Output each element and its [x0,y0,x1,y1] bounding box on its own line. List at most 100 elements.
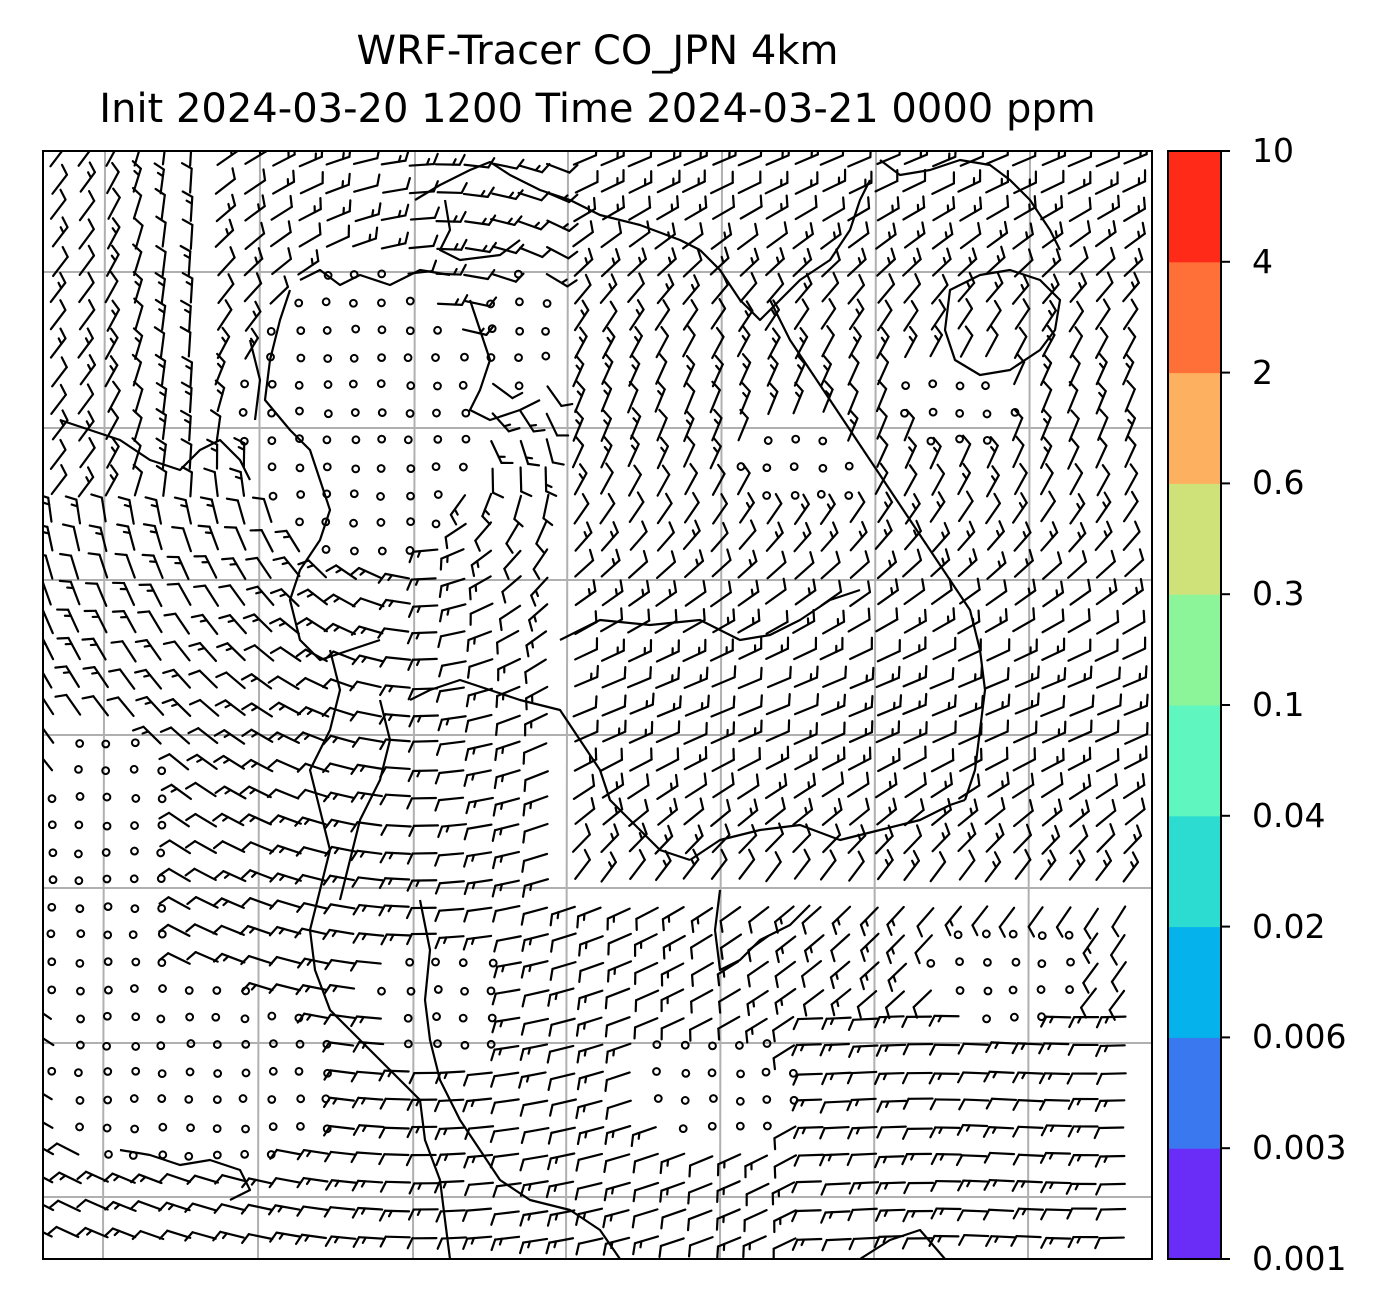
wind-barb [435,1209,466,1223]
calm-wind-marker [296,1121,305,1131]
wind-barb [655,720,681,744]
wind-barb [602,300,618,333]
wind-barb [930,1179,962,1193]
wind-barb [463,268,496,281]
colorbar-segment [1168,261,1221,374]
wind-barb [737,608,761,634]
wind-barb [240,673,273,690]
wind-barb [1040,169,1065,194]
calm-wind-marker [266,326,276,336]
wind-barb [765,692,791,716]
calm-wind-marker [47,794,57,804]
wind-barb [153,326,166,359]
wind-barb [1067,437,1080,470]
wind-barb [876,435,889,468]
wind-barb [739,382,751,415]
wind-barb [571,435,585,469]
wind-barb [1041,637,1066,661]
wind-barb [792,797,814,826]
wind-barb [249,529,274,553]
wind-barb [188,669,218,689]
wind-barb [43,636,55,661]
wind-barb [711,408,723,442]
wind-barb [1041,747,1065,773]
wind-barb [134,639,162,661]
wind-barb [820,1210,851,1224]
calm-wind-marker [47,1066,57,1076]
calm-wind-marker [377,353,386,363]
wind-barb [1122,298,1139,331]
wind-barb [958,1234,990,1246]
wind-barb [1012,1207,1045,1220]
wind-barb [56,608,80,633]
wind-barb [444,522,467,550]
wind-barb [958,722,983,746]
coastline-segment [418,899,621,1259]
calm-wind-marker [351,464,361,474]
wind-barb [574,796,596,825]
wind-barb [1082,932,1099,964]
calm-wind-marker [736,1069,745,1079]
wind-barb [106,436,120,469]
calm-wind-marker [131,794,141,803]
wind-barb [931,171,956,195]
calm-wind-marker [406,491,415,501]
calm-wind-marker [1066,957,1075,967]
wind-barb [408,180,439,195]
calm-wind-marker [295,517,304,527]
wind-barb [746,960,769,988]
wind-barb [738,300,754,333]
wind-barb [349,960,382,972]
wind-barb [1122,851,1140,883]
wind-barb [1069,799,1090,828]
wind-barb [111,610,137,634]
wind-barb [1094,1236,1125,1250]
wind-barb [902,548,923,578]
wind-barb [1095,1182,1126,1196]
calm-wind-marker [1064,930,1074,940]
wind-barb [522,822,549,844]
wind-barb [117,496,135,525]
wind-barb [524,658,547,685]
calm-wind-marker [515,297,524,307]
calm-wind-marker [296,326,306,336]
wind-barb [1014,848,1032,880]
wind-barb [985,1235,1017,1247]
wind-barb [155,464,168,497]
wind-barb [521,878,550,898]
wind-barb [64,495,82,525]
calm-wind-marker [157,1069,167,1079]
wind-barb [350,1151,383,1164]
wind-barb [491,823,520,843]
wind-barb [324,1235,357,1247]
wind-barb [77,466,95,498]
wind-barb [930,298,947,331]
wind-barb [875,665,901,689]
wind-barb [545,272,578,288]
calm-wind-marker [321,545,331,554]
wind-barb [298,222,322,248]
wind-barb [572,354,585,388]
wind-barb [491,1016,521,1034]
calm-wind-marker [103,1067,113,1076]
wind-barb [158,1229,192,1240]
wind-barb [295,846,329,857]
calm-wind-marker [157,794,167,804]
wind-barb [350,821,383,833]
wind-barb [605,1042,632,1064]
calm-wind-marker [76,929,86,939]
wind-barb [794,746,818,771]
wind-barb [877,578,899,606]
wind-barb [821,1237,852,1252]
wind-barb [986,299,1002,332]
calm-wind-marker [48,848,58,858]
calm-wind-marker [158,1150,168,1160]
calm-wind-marker [74,849,83,859]
wind-barb [77,327,94,359]
wind-barb [711,326,725,360]
calm-wind-marker [268,491,278,501]
wind-barb [576,1126,605,1146]
wind-barb [107,187,121,220]
wind-barb [709,436,722,470]
